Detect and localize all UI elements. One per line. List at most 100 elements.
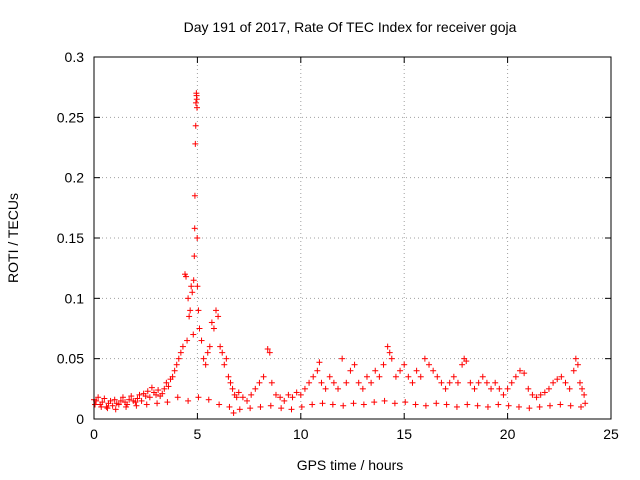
data-point <box>537 391 544 398</box>
y-axis-label: ROTI / TECUs <box>5 193 21 283</box>
data-point <box>474 402 481 409</box>
data-point <box>335 385 342 392</box>
data-point <box>310 373 317 380</box>
data-point <box>260 373 267 380</box>
data-point <box>508 379 515 386</box>
data-point <box>521 370 528 377</box>
data-points-layer <box>91 90 589 416</box>
data-point <box>244 397 251 404</box>
data-point <box>402 399 409 406</box>
data-point <box>289 394 296 401</box>
data-point <box>188 283 195 290</box>
data-point <box>309 401 316 408</box>
data-point <box>421 355 428 362</box>
data-point <box>386 349 393 356</box>
data-point <box>517 367 524 374</box>
data-point <box>195 394 202 401</box>
data-point <box>467 379 474 386</box>
data-point <box>459 361 466 368</box>
data-point <box>488 385 495 392</box>
data-point <box>443 401 450 408</box>
data-point <box>95 394 102 401</box>
data-point <box>115 401 122 408</box>
data-point <box>433 400 440 407</box>
data-point <box>133 402 140 409</box>
y-tick-label: 0 <box>76 411 84 427</box>
data-point <box>177 349 184 356</box>
data-point <box>417 373 424 380</box>
data-point <box>175 355 182 362</box>
data-point <box>579 385 586 392</box>
data-point <box>195 307 202 314</box>
data-point <box>193 96 200 103</box>
data-point <box>484 403 491 410</box>
data-point <box>316 359 323 366</box>
data-point <box>380 361 387 368</box>
data-point <box>558 373 565 380</box>
data-point <box>277 394 284 401</box>
data-point <box>155 387 162 394</box>
data-point <box>185 295 192 302</box>
data-point <box>397 367 404 374</box>
data-point <box>301 385 308 392</box>
data-point <box>363 373 370 380</box>
data-point <box>326 373 333 380</box>
data-point <box>193 104 200 111</box>
data-point <box>216 401 223 408</box>
data-point <box>200 355 207 362</box>
data-point <box>163 379 170 386</box>
data-point <box>392 373 399 380</box>
x-tick-label: 5 <box>194 426 202 442</box>
data-point <box>146 394 153 401</box>
data-point <box>297 391 304 398</box>
data-point <box>272 391 279 398</box>
data-point <box>189 289 196 296</box>
data-point <box>236 406 243 413</box>
data-point <box>567 402 574 409</box>
data-point <box>128 393 135 400</box>
data-point <box>117 397 124 404</box>
data-point <box>426 361 433 368</box>
data-point <box>496 385 503 392</box>
data-point <box>107 397 114 404</box>
data-point <box>174 394 181 401</box>
data-point <box>223 355 230 362</box>
data-point <box>98 403 105 410</box>
x-tick-label: 25 <box>603 426 619 442</box>
data-point <box>351 361 358 368</box>
data-point <box>267 402 274 409</box>
data-point <box>264 346 271 353</box>
data-point <box>422 402 429 409</box>
data-point <box>148 384 155 391</box>
data-point <box>142 393 149 400</box>
data-point <box>545 385 552 392</box>
data-point <box>442 385 449 392</box>
data-point <box>202 361 209 368</box>
data-point <box>256 379 263 386</box>
x-tick-label: 10 <box>293 426 309 442</box>
data-point <box>235 389 242 396</box>
data-point <box>227 379 234 386</box>
data-point <box>191 253 198 260</box>
data-point <box>340 402 347 409</box>
y-tick-label: 0.1 <box>65 290 85 306</box>
data-point <box>112 406 119 413</box>
data-point <box>293 389 300 396</box>
data-point <box>529 391 536 398</box>
data-point <box>205 396 212 403</box>
data-point <box>450 373 457 380</box>
data-point <box>576 379 583 386</box>
data-point <box>566 385 573 392</box>
data-point <box>192 140 199 147</box>
data-point <box>368 379 375 386</box>
data-point <box>219 349 226 356</box>
data-point <box>438 379 445 386</box>
data-point <box>208 319 215 326</box>
data-point <box>206 343 213 350</box>
data-point <box>111 396 118 403</box>
data-point <box>230 409 237 416</box>
data-point <box>169 373 176 380</box>
data-point <box>183 273 190 280</box>
